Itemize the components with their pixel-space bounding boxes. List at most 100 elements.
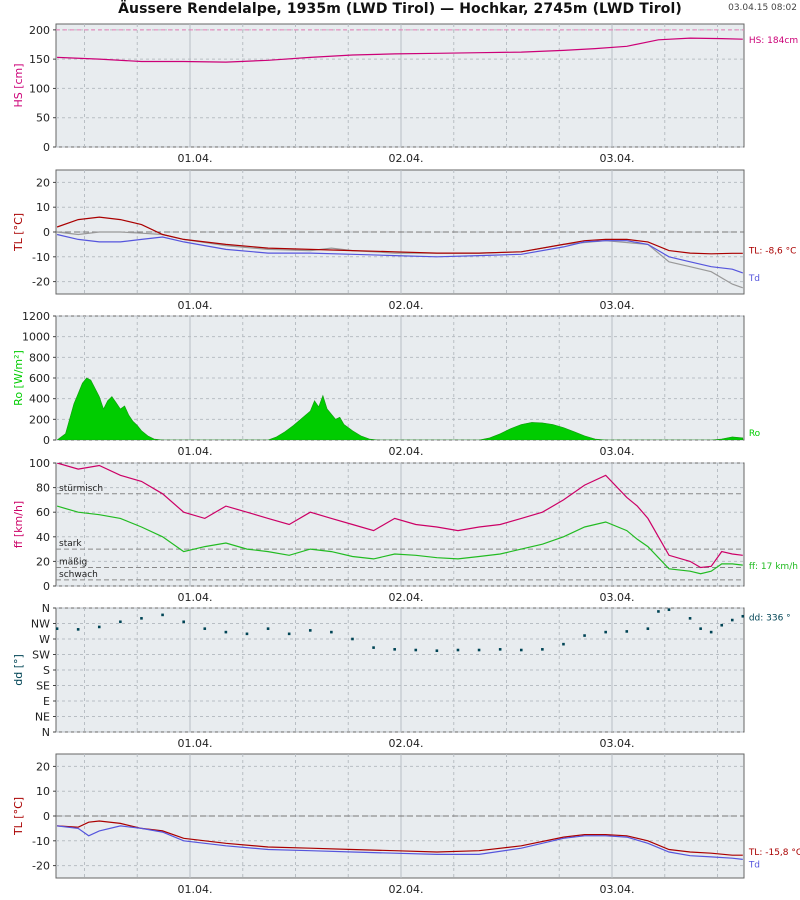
series-line-ff-max [56,463,743,569]
x-tick-label: 02.04. [389,299,424,312]
data-point [435,649,439,653]
y-tick-label: 80 [36,482,50,495]
y-tick-label: 1000 [22,331,50,344]
data-point [456,648,460,652]
series-area-ro [56,377,744,440]
end-label-tl: TL: -15,8 °C [748,848,800,858]
series-group [56,463,743,575]
data-point [562,642,565,646]
y-tick-label: -10 [32,835,50,848]
x-tick-label: 02.04. [389,445,424,458]
y-tick-label: SW [32,649,50,662]
data-point [625,630,629,633]
data-point [330,630,333,634]
data-point [203,627,207,630]
data-point [224,630,228,634]
series-line-ff [56,505,743,575]
end-label: dd: 336 ° [749,613,791,623]
y-tick-label: 800 [29,351,50,364]
series-line-tl [56,216,743,255]
end-label: HS: 184cm [749,36,798,46]
data-point [604,630,607,634]
x-tick-label: 01.04. [178,299,213,312]
y-tick-label: 600 [29,372,50,385]
y-tick-label: 0 [43,810,50,823]
data-point [699,627,702,630]
y-axis-label: dd [°] [12,654,25,686]
y-axis-label: TL [°C] [12,213,25,252]
data-point [709,630,713,634]
x-tick-label: 03.04. [600,591,635,604]
y-tick-label: 60 [36,506,50,519]
y-tick-label: 0 [43,226,50,239]
series-group [56,377,744,440]
series-line-hs [57,37,743,63]
chart-tl2: -20 -10 0 10 20 01.04. 02.04. 03.04. TL [°C] TL: … [12,753,800,896]
y-tick-label: S [43,664,50,677]
x-tick-label: 03.04. [600,299,635,312]
y-tick-label: 20 [36,176,50,189]
x-tick-label: 01.04. [178,737,213,750]
y-tick-label: 10 [36,201,50,214]
data-point [245,632,249,636]
y-axis-label: Ro [W/m²] [12,350,25,406]
x-tick-label: 03.04. [600,445,635,458]
chart-hs: 0 50 100 150 200 01.04. 02.04. 03.04. HS [cm] HS:… [12,23,798,165]
data-point [351,637,354,641]
series-line-tl [57,820,743,856]
data-point [720,623,724,627]
end-label: ff: 17 km/h [749,562,798,572]
y-tick-label: N [42,602,50,615]
data-point [646,627,650,630]
data-point [97,625,101,629]
data-point [76,628,80,631]
data-point [119,620,122,624]
data-point [498,648,502,651]
series-group [57,820,743,860]
y-tick-label: -20 [32,860,50,873]
y-tick-label: 100 [29,457,50,470]
y-tick-label: -10 [32,251,50,264]
x-tick-label: 02.04. [389,152,424,165]
data-point [161,613,164,617]
data-point [667,608,671,612]
x-tick-label: 01.04. [178,883,213,896]
x-tick-label: 03.04. [600,737,635,750]
data-point [741,614,744,618]
y-tick-label: -20 [32,276,50,289]
y-tick-label: 0 [43,434,50,447]
plot-area [55,462,745,587]
end-label: Ro [749,429,761,439]
page-title: Äussere Rendelalpe, 1935m (LWD Tirol) — … [118,1,682,17]
y-tick-label: 20 [36,760,50,773]
y-tick-label: 100 [29,82,50,95]
y-tick-label: 0 [43,141,50,154]
threshold-label: mäßig [59,558,87,568]
y-tick-label: 0 [43,580,50,593]
chart-tl1: -20 -10 0 10 20 01.04. 02.04. 03.04. TL [°C] TL: … [12,169,796,312]
end-label-td: Td [748,860,760,870]
y-tick-label: N [42,726,50,739]
threshold-label: schwach [59,570,98,580]
y-tick-label: 1200 [22,310,50,323]
y-tick-label: E [43,695,50,708]
data-point [477,648,481,652]
end-label-td: Td [748,274,760,284]
y-tick-label: NE [35,711,50,724]
x-tick-label: 01.04. [178,152,213,165]
data-point [372,646,375,649]
x-tick-label: 03.04. [600,883,635,896]
series-line-td [57,825,743,860]
threshold-label: stark [59,539,82,549]
x-tick-label: 01.04. [178,591,213,604]
y-tick-label: 400 [29,393,50,406]
data-point [414,648,418,652]
threshold-label: stürmisch [59,484,103,494]
x-tick-label: 02.04. [389,737,424,750]
timestamp: 03.04.15 08:02 [728,3,797,13]
y-tick-label: 50 [36,112,50,125]
y-tick-label: 40 [36,531,50,544]
data-point [308,629,312,632]
chart-dd: N NE E SE S SW W NW N 01.04. 02.04. 03.04. dd [°] dd:… [12,602,791,750]
